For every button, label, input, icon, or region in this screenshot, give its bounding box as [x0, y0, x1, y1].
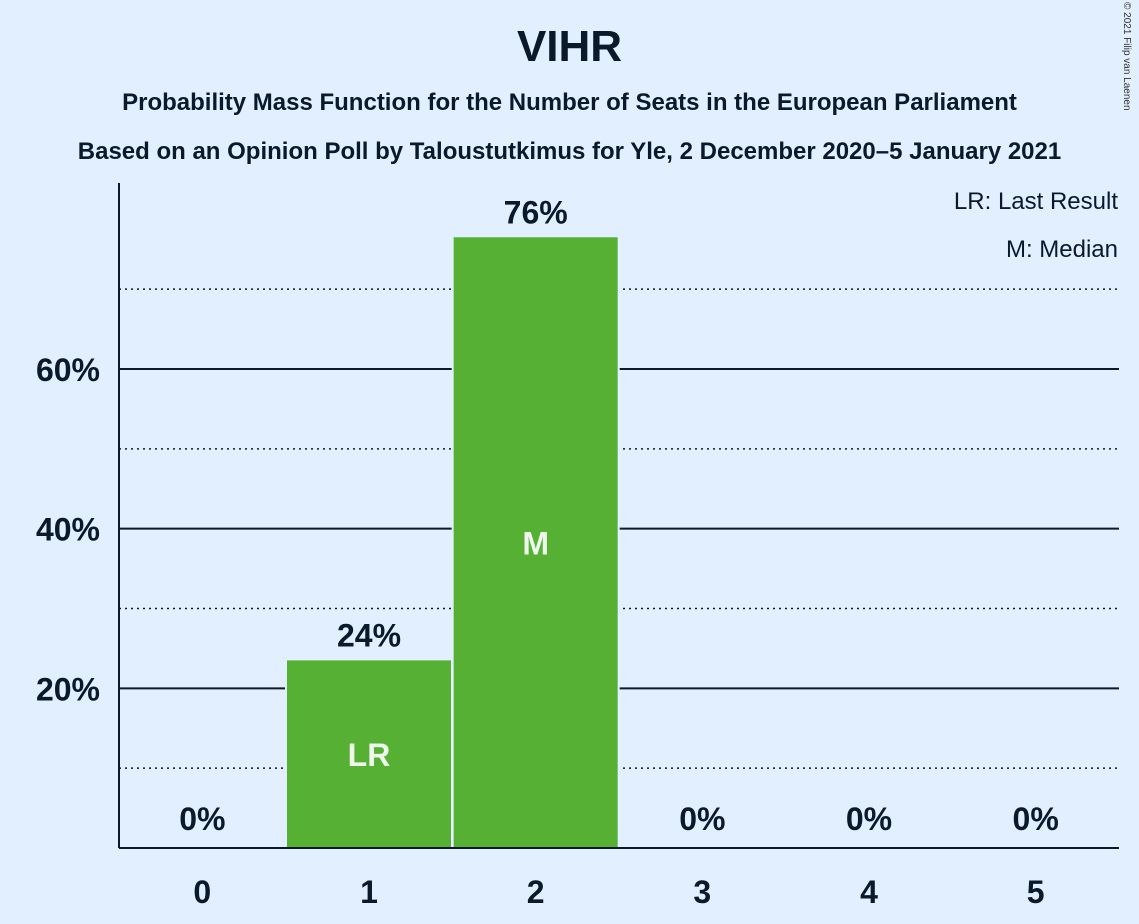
- x-tick-label-0: 0: [193, 874, 211, 910]
- chart-title: VIHR: [516, 22, 623, 71]
- bar-value-label-0: 0%: [179, 801, 225, 837]
- x-tick-label-1: 1: [360, 874, 378, 910]
- y-tick-label-60: 60%: [36, 352, 100, 388]
- x-tick-label-5: 5: [1027, 874, 1045, 910]
- bar-mark-lr: LR: [348, 737, 391, 773]
- legend-entry-2: M: Median: [1006, 236, 1118, 263]
- legend-entry-1: LR: Last Result: [954, 188, 1118, 215]
- x-tick-label-2: 2: [527, 874, 545, 910]
- bar-2: [453, 237, 618, 848]
- y-tick-label-40: 40%: [36, 512, 100, 548]
- bar-value-label-1: 24%: [337, 617, 401, 653]
- bar-1: [287, 660, 451, 848]
- chart-subtitle-line-2: Based on an Opinion Poll by Taloustutkim…: [77, 138, 1062, 165]
- bar-value-label-5: 0%: [1013, 801, 1059, 837]
- bar-value-label-3: 0%: [679, 801, 725, 837]
- bar-mark-m: M: [522, 526, 549, 562]
- y-tick-label-20: 20%: [36, 671, 100, 707]
- x-tick-label-4: 4: [860, 874, 878, 910]
- bar-value-label-4: 0%: [846, 801, 892, 837]
- bar-value-label-2: 76%: [504, 194, 568, 230]
- x-tick-label-3: 3: [693, 874, 711, 910]
- chart-subtitle-line-1: Probability Mass Function for the Number…: [122, 89, 1017, 116]
